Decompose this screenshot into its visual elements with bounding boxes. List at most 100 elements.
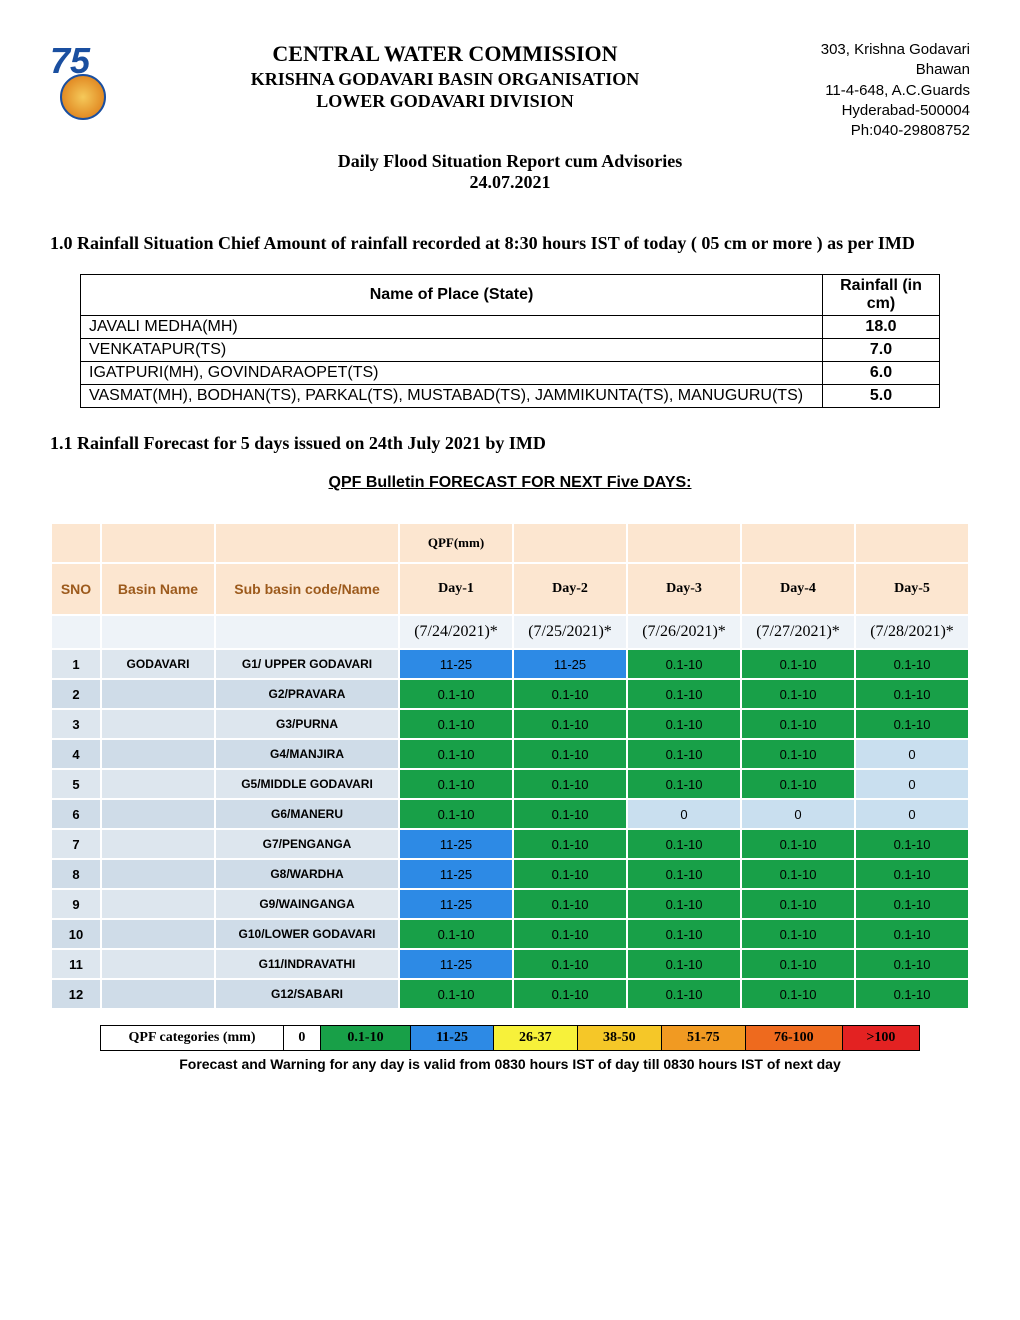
fc-cell: 0 (741, 799, 855, 829)
fc-cell: 0.1-10 (399, 919, 513, 949)
h-sub: Sub basin code/Name (215, 563, 399, 615)
fc-cell: 0.1-10 (855, 979, 969, 1009)
fc-cell: 0.1-10 (513, 919, 627, 949)
section-1-heading: 1.0 Rainfall Situation Chief Amount of r… (50, 233, 970, 254)
rain-value: 6.0 (823, 362, 940, 385)
legend-item: 51-75 (661, 1026, 745, 1051)
fc-sno: 1 (51, 649, 101, 679)
section-11-heading: 1.1 Rainfall Forecast for 5 days issued … (50, 433, 970, 454)
fc-cell: 0.1-10 (855, 949, 969, 979)
fc-cell: 0.1-10 (399, 679, 513, 709)
col-rain: Rainfall (in cm) (823, 275, 940, 316)
fc-cell: 0.1-10 (627, 649, 741, 679)
fc-cell: 11-25 (399, 649, 513, 679)
fc-cell: 0.1-10 (399, 769, 513, 799)
date-1: (7/24/2021)* (399, 615, 513, 649)
fc-cell: 0.1-10 (855, 829, 969, 859)
fc-sno: 3 (51, 709, 101, 739)
legend-item: 38-50 (577, 1026, 661, 1051)
fc-sno: 11 (51, 949, 101, 979)
fc-sub: G2/PRAVARA (215, 679, 399, 709)
fc-basin (101, 769, 215, 799)
fc-cell: 0.1-10 (741, 739, 855, 769)
legend-title: QPF categories (mm) (101, 1026, 284, 1051)
h-day5: Day-5 (855, 563, 969, 615)
fc-sub: G11/INDRAVATHI (215, 949, 399, 979)
fc-cell: 0.1-10 (399, 709, 513, 739)
fc-sno: 10 (51, 919, 101, 949)
fc-cell: 0.1-10 (741, 919, 855, 949)
fc-cell: 0.1-10 (513, 859, 627, 889)
h-day1: Day-1 (399, 563, 513, 615)
fc-cell: 0.1-10 (741, 949, 855, 979)
fc-sno: 9 (51, 889, 101, 919)
legend-item: 0.1-10 (320, 1026, 410, 1051)
h-sno: SNO (51, 563, 101, 615)
fc-basin (101, 979, 215, 1009)
fc-cell: 0 (855, 769, 969, 799)
fc-cell: 0 (855, 739, 969, 769)
forecast-table: QPF(mm) SNO Basin Name Sub basin code/Na… (50, 522, 970, 1010)
fc-cell: 0.1-10 (741, 829, 855, 859)
legend-item: 76-100 (745, 1026, 842, 1051)
fc-basin (101, 829, 215, 859)
subtitle-2: 24.07.2021 (50, 172, 970, 193)
title-block: CENTRAL WATER COMMISSION KRISHNA GODAVAR… (140, 40, 750, 113)
fc-cell: 0.1-10 (627, 709, 741, 739)
rain-place: VASMAT(MH), BODHAN(TS), PARKAL(TS), MUST… (81, 385, 823, 408)
fc-cell: 0.1-10 (741, 769, 855, 799)
fc-cell: 0.1-10 (627, 949, 741, 979)
date-3: (7/26/2021)* (627, 615, 741, 649)
fc-cell: 0.1-10 (855, 649, 969, 679)
h-qpf: QPF(mm) (399, 523, 513, 563)
fc-cell: 0.1-10 (513, 979, 627, 1009)
fc-sub: G10/LOWER GODAVARI (215, 919, 399, 949)
addr-1: 303, Krishna Godavari Bhawan (770, 40, 970, 81)
fc-sub: G4/MANJIRA (215, 739, 399, 769)
fc-cell: 0.1-10 (513, 799, 627, 829)
fc-cell: 0.1-10 (855, 889, 969, 919)
fc-sno: 4 (51, 739, 101, 769)
fc-sub: G1/ UPPER GODAVARI (215, 649, 399, 679)
fc-cell: 0.1-10 (627, 739, 741, 769)
fc-cell: 0.1-10 (513, 889, 627, 919)
footnote: Forecast and Warning for any day is vali… (50, 1056, 970, 1072)
fc-cell: 11-25 (399, 829, 513, 859)
fc-sno: 2 (51, 679, 101, 709)
legend-item: >100 (842, 1026, 919, 1051)
date-4: (7/27/2021)* (741, 615, 855, 649)
fc-cell: 0.1-10 (513, 769, 627, 799)
fc-sno: 5 (51, 769, 101, 799)
fc-cell: 11-25 (513, 649, 627, 679)
fc-cell: 0.1-10 (855, 709, 969, 739)
fc-cell: 0.1-10 (627, 889, 741, 919)
fc-sno: 7 (51, 829, 101, 859)
subtitle-1: Daily Flood Situation Report cum Advisor… (50, 151, 970, 172)
legend-item: 11-25 (411, 1026, 494, 1051)
qpf-bulletin-title: QPF Bulletin FORECAST FOR NEXT Five DAYS… (50, 474, 970, 492)
rainfall-table: Name of Place (State) Rainfall (in cm) J… (80, 274, 940, 408)
col-place: Name of Place (State) (81, 275, 823, 316)
date-5: (7/28/2021)* (855, 615, 969, 649)
qpf-legend: QPF categories (mm) 00.1-1011-2526-3738-… (100, 1025, 920, 1051)
fc-cell: 11-25 (399, 889, 513, 919)
fc-sub: G9/WAINGANGA (215, 889, 399, 919)
fc-cell: 0.1-10 (627, 769, 741, 799)
fc-cell: 0 (855, 799, 969, 829)
fc-cell: 0.1-10 (855, 679, 969, 709)
address-block: 303, Krishna Godavari Bhawan 11-4-648, A… (770, 40, 970, 141)
fc-sub: G12/SABARI (215, 979, 399, 1009)
fc-cell: 0.1-10 (741, 709, 855, 739)
rain-place: IGATPURI(MH), GOVINDARAOPET(TS) (81, 362, 823, 385)
h-basin: Basin Name (101, 563, 215, 615)
rain-value: 18.0 (823, 316, 940, 339)
fc-cell: 0.1-10 (399, 799, 513, 829)
header: 75 CENTRAL WATER COMMISSION KRISHNA GODA… (50, 40, 970, 141)
fc-cell: 0.1-10 (627, 679, 741, 709)
fc-cell: 0.1-10 (513, 949, 627, 979)
fc-cell: 0.1-10 (399, 979, 513, 1009)
fc-cell: 0.1-10 (513, 739, 627, 769)
fc-cell: 11-25 (399, 949, 513, 979)
fc-cell: 0.1-10 (627, 919, 741, 949)
fc-basin (101, 889, 215, 919)
